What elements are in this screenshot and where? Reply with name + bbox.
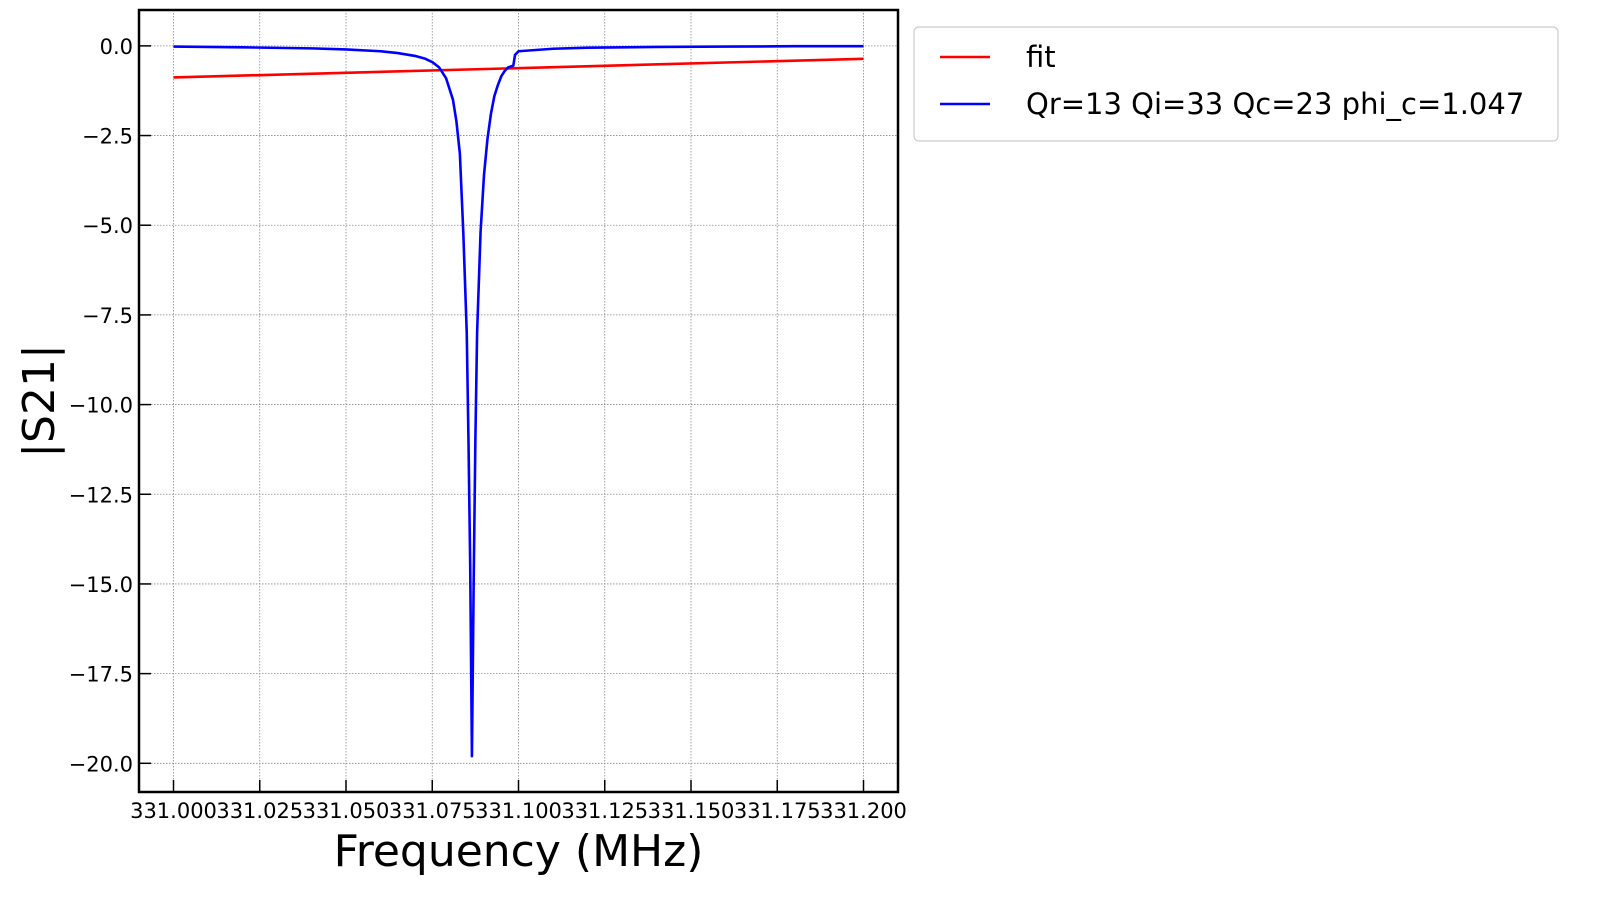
legend-label: fit	[1026, 40, 1056, 74]
x-tick-label: 331.050	[303, 799, 390, 823]
y-tick-label: −2.5	[82, 125, 133, 149]
plot-area	[137, 8, 900, 794]
x-tick-label: 331.175	[734, 799, 821, 823]
series-line-qr-13-qi-33-qc-23-phi-c-1-047	[173, 44, 864, 758]
x-tick-labels: 331.000 331.025 331.050 331.075 331.100 331.1…	[130, 799, 907, 823]
y-tick-label: −5.0	[82, 214, 133, 238]
y-tick-label: −10.0	[69, 394, 133, 418]
x-tick-label: 331.200	[820, 799, 907, 823]
x-axis-label: Frequency (MHz)	[334, 826, 704, 877]
x-tick-label: 331.100	[475, 799, 562, 823]
x-tick-label: 331.000	[130, 799, 217, 823]
legend-box	[913, 26, 1559, 142]
grid	[139, 10, 898, 792]
y-tick-label: −17.5	[69, 663, 133, 687]
y-tick-label: −7.5	[82, 304, 133, 328]
y-tick-label: −15.0	[69, 573, 133, 597]
series-layer	[173, 44, 864, 758]
x-tick-label: 331.075	[389, 799, 476, 823]
series-line-fit	[173, 57, 864, 79]
x-tick-label: 331.150	[648, 799, 735, 823]
y-tick-labels: 0.0 −2.5 −5.0 −7.5 −10.0 −12.5 −15.0 −17.5 −20.0	[69, 35, 133, 776]
legend: fit Qr=13 Qi=33 Qc=23 phi_c=1.047	[913, 26, 1559, 142]
y-tick-label: −12.5	[69, 483, 133, 507]
y-tick-label: −20.0	[69, 752, 133, 776]
legend-label: Qr=13 Qi=33 Qc=23 phi_c=1.047	[1026, 87, 1524, 121]
x-tick-label: 331.025	[216, 799, 303, 823]
x-tick-label: 331.125	[561, 799, 648, 823]
y-axis-label: |S21|	[14, 344, 65, 458]
ticks	[139, 45, 865, 792]
y-tick-label: 0.0	[100, 35, 133, 59]
